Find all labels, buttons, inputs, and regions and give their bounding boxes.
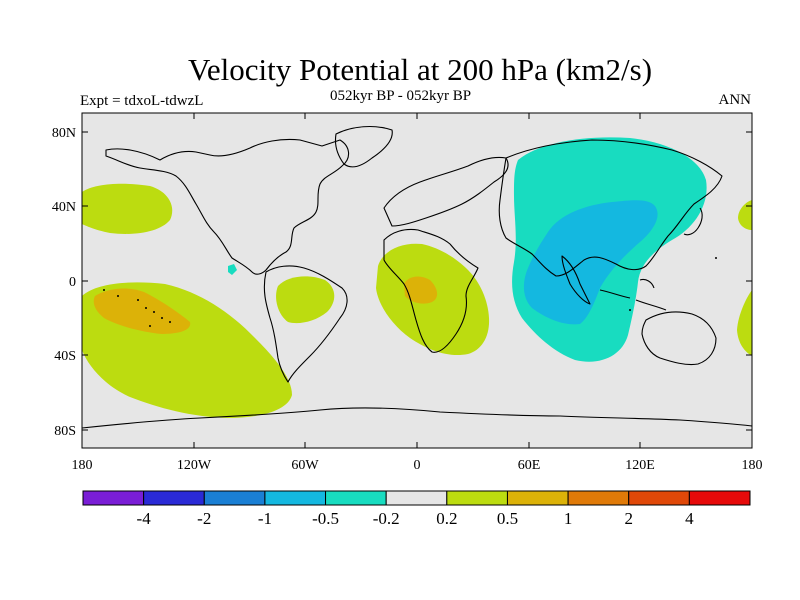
map-plot-area (82, 113, 752, 448)
orange-contours (93, 276, 438, 334)
island-dot (629, 309, 631, 311)
plot-title: Velocity Potential at 200 hPa (km2/s) (187, 52, 653, 87)
contour-africa-core (404, 276, 438, 304)
contour-spacific-core (93, 288, 191, 334)
colorbar-label: 4 (685, 509, 694, 528)
contour-asia-blue (523, 200, 658, 325)
lat-labels: 80N 40N 0 40S 80S (52, 126, 76, 439)
colorbar (82, 490, 751, 506)
colorbar-swatch (143, 490, 205, 506)
colorbar-swatch (203, 490, 266, 506)
colorbar-label: 1 (564, 509, 573, 528)
colorbar-swatch (264, 490, 327, 506)
island-dot (715, 257, 717, 259)
island-dot (145, 307, 147, 309)
contour-east-edge-south (737, 290, 752, 356)
colorbar-swatch (82, 490, 145, 506)
colorbar-labels: -4 -2 -1 -0.5 -0.2 0.2 0.5 1 2 4 (137, 509, 695, 528)
island-markers (103, 257, 717, 327)
coast-north-america (105, 138, 350, 275)
period-label: 052kyr BP - 052kyr BP (330, 88, 472, 104)
lat-label: 80N (52, 126, 76, 141)
colorbar-swatch (506, 490, 569, 506)
colorbar-label: 0.5 (497, 509, 518, 528)
coast-greenland (334, 125, 393, 168)
lon-label: 120E (625, 458, 655, 473)
coast-india (561, 255, 591, 305)
season-label: ANN (718, 92, 752, 108)
lon-label: 180 (72, 458, 93, 473)
island-dot (153, 311, 155, 313)
lat-label: 40S (54, 349, 76, 364)
contour-east-edge-north (738, 200, 752, 230)
coastlines (82, 125, 752, 429)
colorbar-swatch (567, 490, 630, 506)
colorbar-label: -0.2 (373, 509, 400, 528)
colorbar-label: -4 (137, 509, 152, 528)
island-dot (103, 289, 105, 291)
lat-label: 80S (54, 424, 76, 439)
coast-antarctica (82, 407, 752, 429)
colorbar-label: -1 (258, 509, 272, 528)
coast-japan (683, 207, 703, 236)
lat-ticks (82, 131, 752, 431)
lon-label: 120W (177, 458, 212, 473)
colorbar-label: -2 (197, 509, 211, 528)
lat-label: 40N (52, 200, 76, 215)
island-dot (169, 321, 171, 323)
lon-labels: 180 120W 60W 0 60E 120E 180 (72, 458, 763, 473)
coast-asia (498, 139, 723, 277)
lat-label: 0 (69, 275, 76, 290)
contour-samerica (276, 276, 335, 324)
island-dot (137, 299, 139, 301)
colorbar-swatch (688, 490, 751, 506)
coast-europe (383, 156, 509, 227)
coast-australia (641, 311, 717, 366)
lon-label: 60E (518, 458, 541, 473)
coast-south-america (263, 265, 348, 383)
experiment-label: Expt = tdxoL-tdwzL (80, 93, 204, 109)
lon-ticks (81, 113, 753, 448)
lon-label: 60W (291, 458, 319, 473)
colorbar-label: 0.2 (436, 509, 457, 528)
island-dot (149, 325, 151, 327)
colorbar-swatch (446, 490, 508, 506)
lon-label: 180 (742, 458, 763, 473)
coast-indonesia (599, 278, 667, 311)
colorbar-label: -0.5 (312, 509, 339, 528)
colorbar-swatch (385, 490, 448, 506)
coast-africa (383, 228, 479, 353)
colorbar-swatch (628, 490, 690, 506)
contour-tiny-teal (228, 264, 237, 275)
island-dot (161, 317, 163, 319)
island-dot (117, 295, 119, 297)
colorbar-swatch (325, 490, 387, 506)
contour-npacific (82, 183, 173, 234)
colorbar-label: 2 (624, 509, 633, 528)
lon-label: 0 (414, 458, 421, 473)
